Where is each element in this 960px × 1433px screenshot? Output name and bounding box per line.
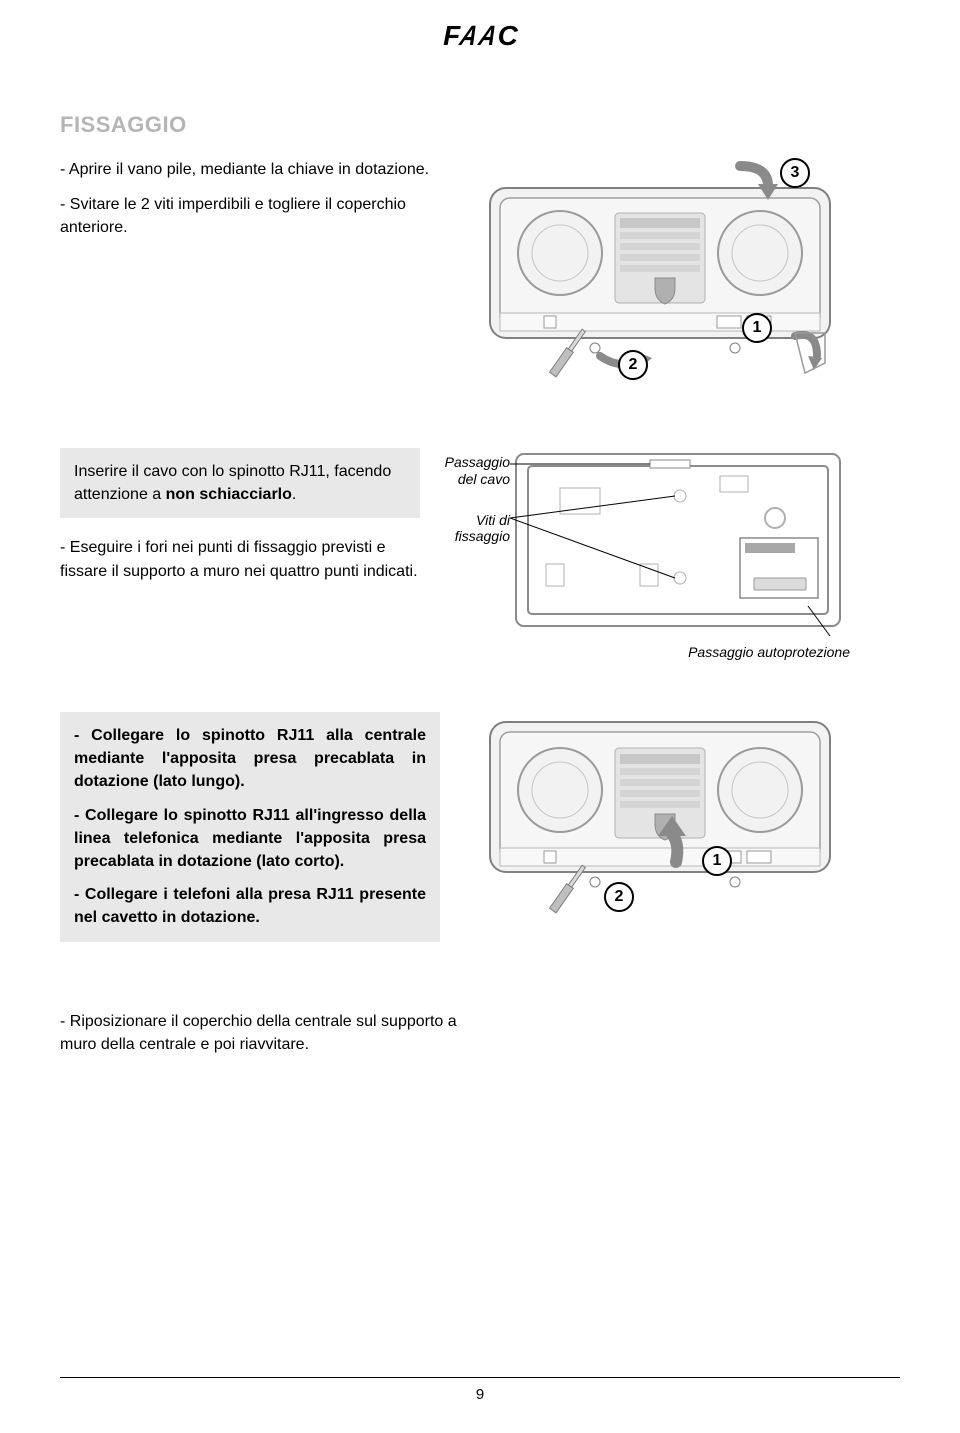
block3-p1: - Collegare lo spinotto RJ11 alla centra… xyxy=(74,724,426,794)
row-1: - Aprire il vano pile, mediante la chiav… xyxy=(60,158,900,398)
block2-part2: . xyxy=(292,486,296,503)
section-title: FISSAGGIO xyxy=(60,112,900,138)
step-number-2b: 2 xyxy=(604,882,634,912)
block4-text: - Riposizionare il coperchio della centr… xyxy=(60,1010,460,1068)
row-3: - Collegare lo spinotto RJ11 alla centra… xyxy=(60,712,900,960)
block2-bold: non schiacciarlo xyxy=(166,486,292,503)
label-passaggio-cavo: Passaggio del cavo xyxy=(420,454,510,488)
step-number-1b: 1 xyxy=(702,846,732,876)
footer-rule xyxy=(60,1377,900,1378)
block1-text: - Aprire il vano pile, mediante la chiav… xyxy=(60,158,440,252)
block1-line1: - Aprire il vano pile, mediante la chiav… xyxy=(60,158,440,181)
step-number-3: 3 xyxy=(780,158,810,188)
row-2: Inserire il cavo con lo spinotto RJ11, f… xyxy=(60,448,900,662)
label-passaggio-autoprotezione: Passaggio autoprotezione xyxy=(688,644,850,660)
block2-plain: - Eseguire i fori nei punti di fissaggio… xyxy=(60,536,420,582)
brand-logo: FAAC xyxy=(60,20,900,52)
block3-p3: - Collegare i telefoni alla presa RJ11 p… xyxy=(74,883,426,929)
figure-1: 3 1 2 xyxy=(440,158,900,398)
block2-shaded: Inserire il cavo con lo spinotto RJ11, f… xyxy=(60,448,420,518)
block3-shaded: - Collegare lo spinotto RJ11 alla centra… xyxy=(60,712,440,942)
block1-line2: - Svitare le 2 viti imperdibili e toglie… xyxy=(60,193,440,239)
step-number-2a: 2 xyxy=(618,350,648,380)
figure-3: 1 2 xyxy=(440,712,900,922)
page-number: 9 xyxy=(0,1386,960,1403)
step-number-1a: 1 xyxy=(742,313,772,343)
block2-text: Inserire il cavo con lo spinotto RJ11, f… xyxy=(60,448,420,595)
block3-text: - Collegare lo spinotto RJ11 alla centra… xyxy=(60,712,440,960)
row-4: - Riposizionare il coperchio della centr… xyxy=(60,1010,900,1068)
label-viti-fissaggio: Viti di fissaggio xyxy=(420,512,510,546)
brand-logo-text: FAAC xyxy=(443,20,517,52)
block3-p2: - Collegare lo spinotto RJ11 all'ingress… xyxy=(74,804,426,874)
block4-line: - Riposizionare il coperchio della centr… xyxy=(60,1010,460,1056)
figure-2: Passaggio del cavo Viti di fissaggio xyxy=(420,448,900,662)
